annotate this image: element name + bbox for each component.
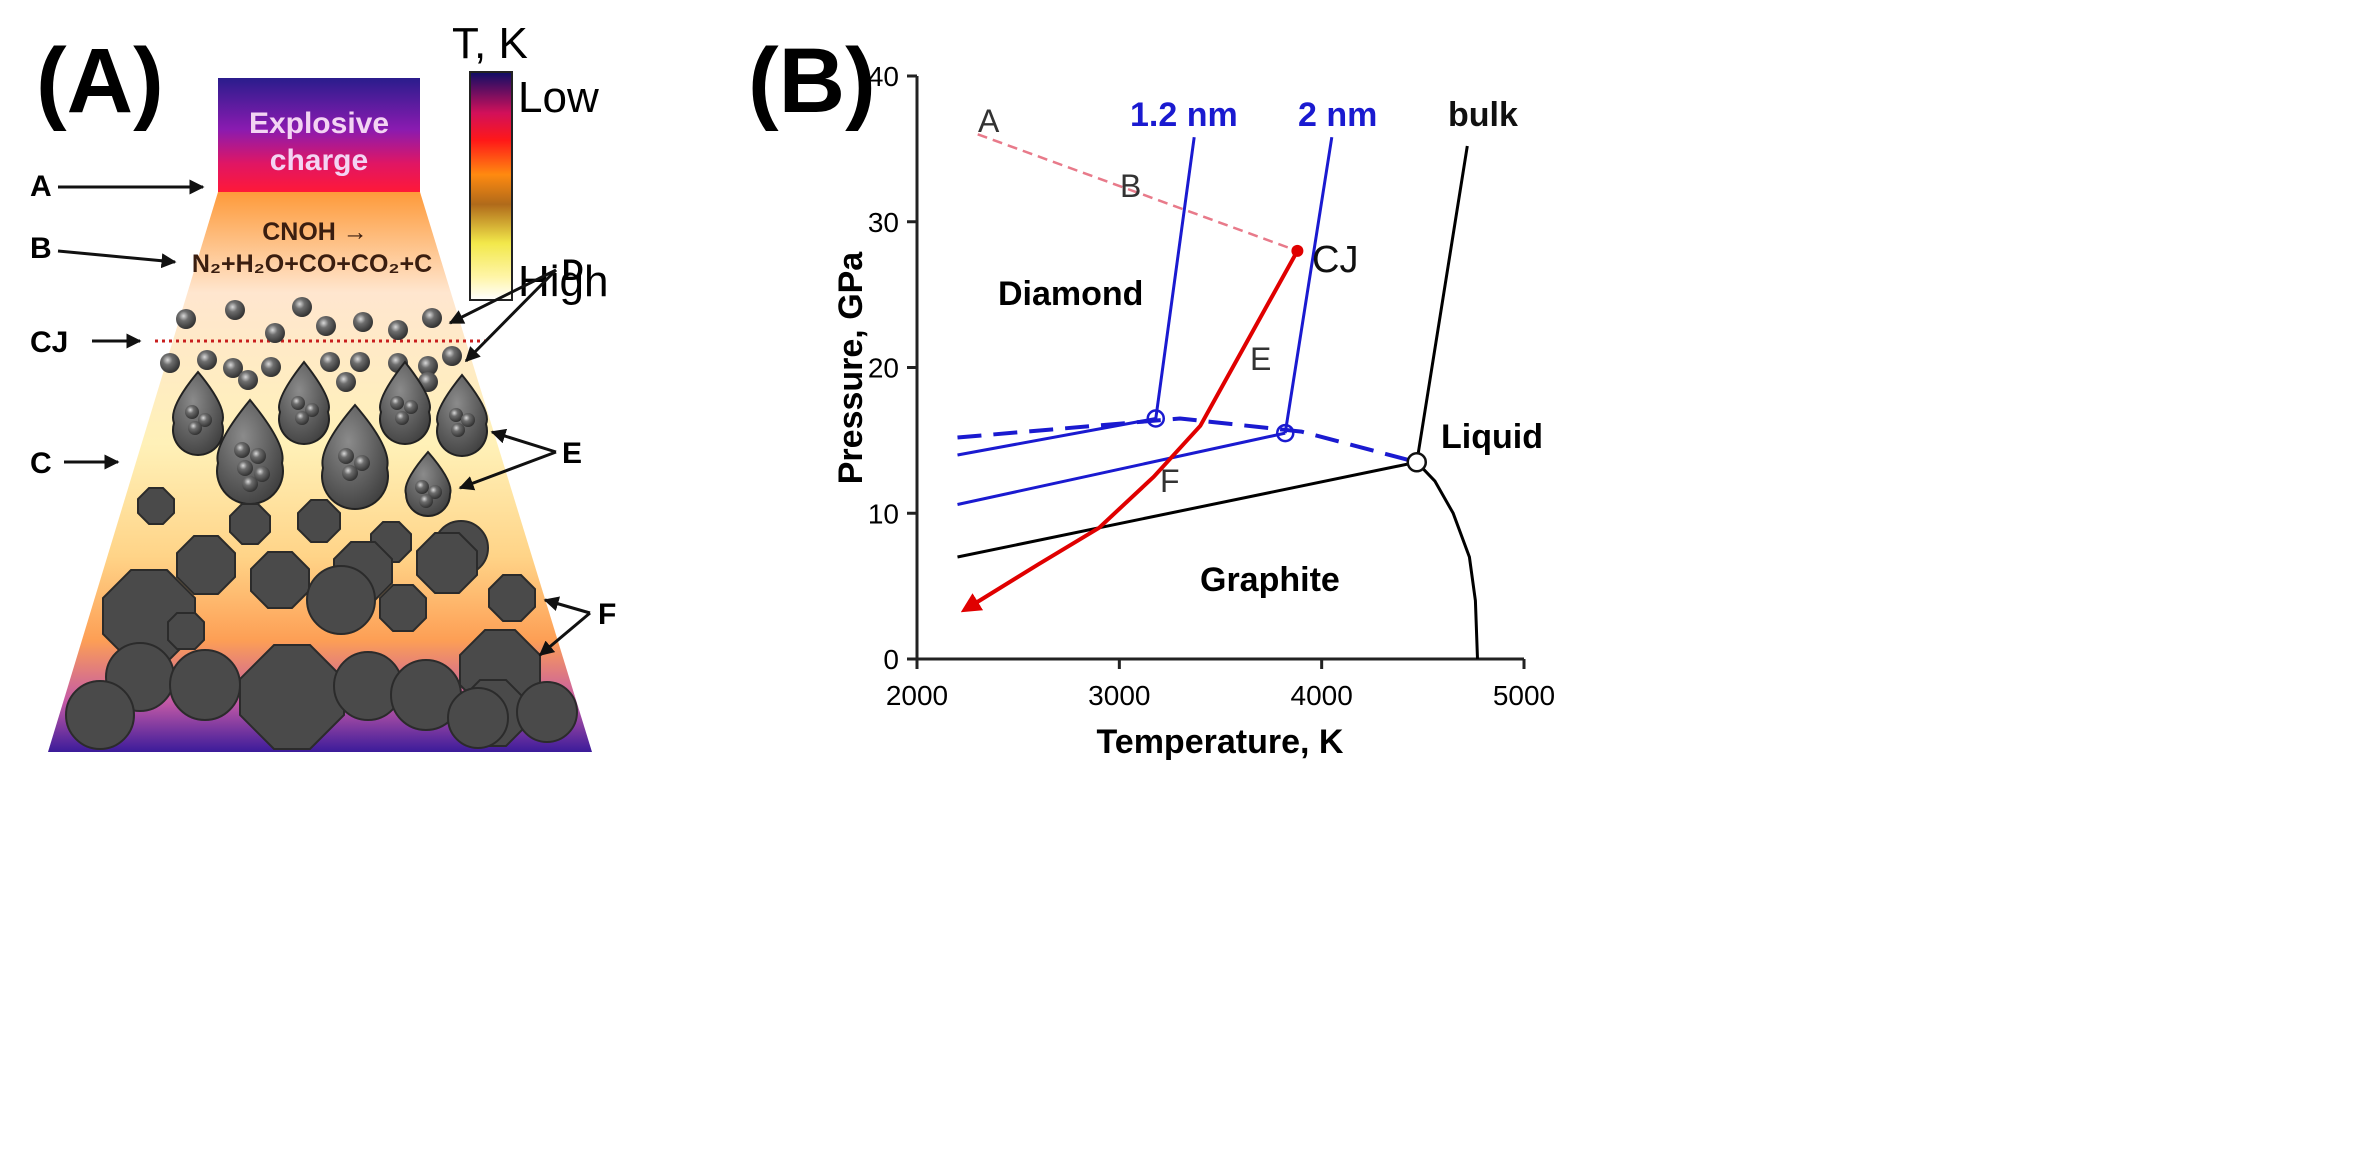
region-liquid: Liquid: [1441, 418, 1543, 456]
x-tick-label: 5000: [1493, 680, 1555, 711]
carbon-clusters-d: [160, 297, 462, 392]
series-line-6: [1154, 136, 1196, 419]
series-line-8: [977, 133, 1298, 253]
marker-f: F: [598, 598, 616, 631]
path-label-e: E: [1250, 341, 1271, 377]
marker-c: C: [30, 447, 52, 480]
x-tick-label: 4000: [1291, 680, 1353, 711]
panel-a-label: (A): [36, 30, 164, 132]
arrow-e-upper: [490, 428, 557, 454]
triple-points: [1146, 409, 1428, 473]
x-tick-label: 2000: [886, 680, 948, 711]
x-axis-title: Temperature, K: [1097, 723, 1344, 761]
series-line-5: [957, 417, 1157, 457]
axis-ticks: 2000 3000 4000 5000 0 10 20 30 40: [868, 61, 1555, 711]
path-label-b: B: [1120, 168, 1141, 204]
marker-a: A: [30, 170, 52, 203]
curve-label-2nm: 2 nm: [1298, 96, 1377, 134]
phase-curves: [957, 133, 1479, 660]
series-line-1: [1415, 145, 1469, 463]
path-label-a: A: [978, 103, 1000, 139]
y-tick-label: 20: [868, 353, 899, 384]
marker-e: E: [562, 437, 582, 470]
panel-b-label: (B): [748, 30, 876, 132]
y-tick-label: 10: [868, 498, 899, 529]
arrow-e-lower: [458, 450, 557, 491]
charge-label-line2: charge: [270, 144, 368, 177]
arrow-d-upper: [448, 268, 557, 325]
y-tick-label: 40: [868, 61, 899, 92]
colorbar-low-label: Low: [518, 73, 599, 122]
explosive-charge-block: [218, 78, 420, 192]
x-tick-label: 3000: [1088, 680, 1150, 711]
reaction-products: N₂+H₂O+CO+CO₂+C: [192, 250, 432, 278]
temperature-colorbar: [469, 71, 513, 301]
curve-label-bulk: bulk: [1448, 96, 1518, 134]
arrow-f-upper: [543, 596, 591, 615]
reaction-reactants: CNOH →: [262, 218, 368, 246]
series-line-7: [957, 416, 1418, 465]
region-graphite: Graphite: [1200, 561, 1340, 599]
colorbar-title: T, K: [452, 19, 528, 68]
y-tick-label: 0: [883, 644, 899, 675]
path-label-cj: CJ: [1312, 239, 1358, 281]
triple-point-marker: [1275, 423, 1295, 443]
curve-label-1-2nm: 1.2 nm: [1130, 96, 1238, 134]
panel-a: (A) Explosive charge CNOH → N₂+H₂O+CO+CO…: [30, 19, 616, 752]
series-line-2: [1415, 461, 1479, 660]
path-label-f: F: [1160, 463, 1180, 499]
series-line-4: [1283, 136, 1334, 434]
region-diamond: Diamond: [998, 275, 1143, 313]
y-axis-title: Pressure, GPa: [832, 251, 870, 485]
marker-d: D: [562, 254, 584, 287]
arrow-d-lower: [464, 268, 558, 363]
series-line-9: [960, 249, 1300, 613]
cj-point: [1291, 244, 1304, 257]
marker-b: B: [30, 232, 52, 265]
triple-point-marker: [1406, 451, 1428, 473]
series-line-0: [957, 460, 1418, 559]
y-tick-label: 30: [868, 207, 899, 238]
nanodiamond-crystals-f: [65, 487, 578, 750]
liquid-droplets-e: [172, 360, 488, 517]
arrow-b: [57, 249, 177, 269]
marker-cj: CJ: [30, 326, 68, 359]
series-line-3: [957, 431, 1286, 506]
arrow-f-lower: [538, 611, 591, 657]
charge-label-line1: Explosive: [249, 107, 389, 140]
panel-b: (B) 2000 3000 4000 5000 0 10 20 30 40 Pressure, …: [748, 30, 1555, 761]
triple-point-marker: [1146, 409, 1166, 428]
